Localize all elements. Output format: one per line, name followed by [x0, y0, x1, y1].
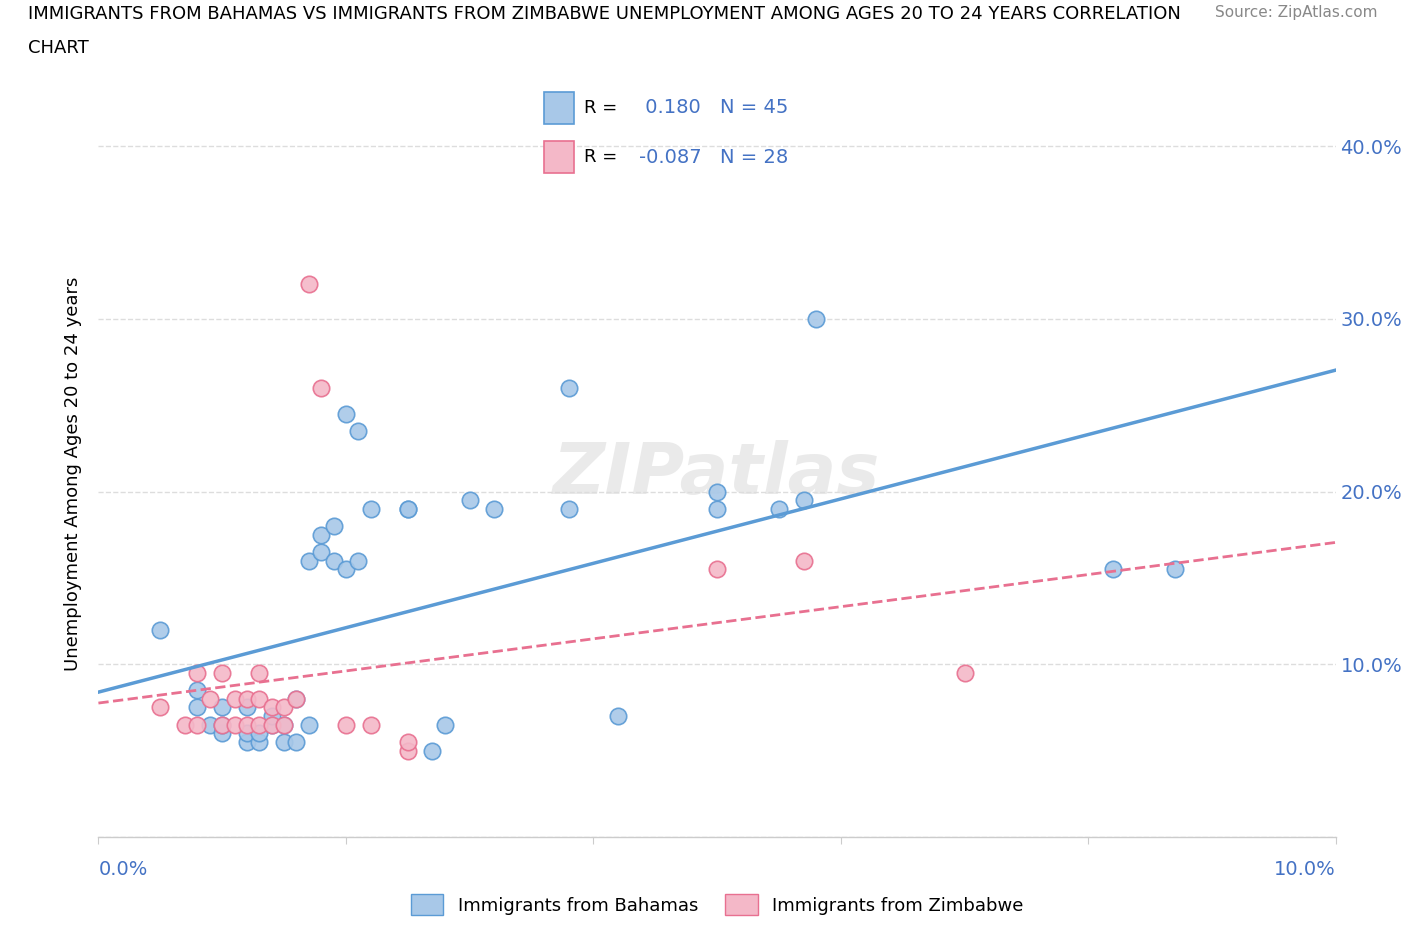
- Point: [298, 277, 321, 292]
- Y-axis label: Unemployment Among Ages 20 to 24 years: Unemployment Among Ages 20 to 24 years: [65, 277, 83, 671]
- Point: [211, 726, 233, 741]
- Point: [557, 501, 579, 516]
- Point: [186, 683, 208, 698]
- Point: [211, 717, 233, 732]
- Point: [433, 717, 456, 732]
- Point: [309, 545, 332, 560]
- Point: [273, 700, 295, 715]
- Point: [1164, 562, 1187, 577]
- Point: [260, 709, 283, 724]
- Point: [224, 717, 246, 732]
- Point: [260, 717, 283, 732]
- Point: [211, 666, 233, 681]
- Point: [236, 700, 259, 715]
- Text: ZIPatlas: ZIPatlas: [554, 440, 880, 509]
- Point: [557, 380, 579, 395]
- Point: [804, 312, 827, 326]
- Point: [607, 709, 630, 724]
- Bar: [544, 141, 575, 173]
- Point: [273, 717, 295, 732]
- Point: [298, 717, 321, 732]
- Point: [186, 700, 208, 715]
- Point: [273, 735, 295, 750]
- Point: [1102, 562, 1125, 577]
- Point: [360, 717, 382, 732]
- Point: [953, 666, 976, 681]
- Text: 10.0%: 10.0%: [1274, 860, 1336, 879]
- Point: [484, 501, 506, 516]
- Text: 0.180: 0.180: [640, 99, 702, 117]
- Point: [247, 691, 270, 706]
- Point: [309, 380, 332, 395]
- Bar: [544, 92, 575, 124]
- Text: N = 28: N = 28: [720, 148, 789, 166]
- Text: N = 45: N = 45: [720, 99, 789, 117]
- Point: [247, 726, 270, 741]
- Text: CHART: CHART: [28, 39, 89, 57]
- Point: [211, 700, 233, 715]
- Point: [793, 553, 815, 568]
- Point: [236, 735, 259, 750]
- Point: [247, 735, 270, 750]
- Point: [335, 562, 357, 577]
- Text: 0.0%: 0.0%: [98, 860, 148, 879]
- Point: [396, 501, 419, 516]
- Point: [360, 501, 382, 516]
- Point: [706, 501, 728, 516]
- Point: [322, 519, 344, 534]
- Point: [347, 424, 370, 439]
- Point: [186, 717, 208, 732]
- Point: [186, 666, 208, 681]
- Point: [260, 700, 283, 715]
- Point: [793, 493, 815, 508]
- Point: [706, 485, 728, 499]
- Point: [347, 553, 370, 568]
- Point: [422, 743, 444, 758]
- Point: [335, 717, 357, 732]
- Point: [298, 553, 321, 568]
- Point: [335, 406, 357, 421]
- Point: [458, 493, 481, 508]
- Point: [322, 553, 344, 568]
- Point: [396, 501, 419, 516]
- Text: Source: ZipAtlas.com: Source: ZipAtlas.com: [1215, 5, 1378, 20]
- Point: [236, 726, 259, 741]
- Point: [285, 691, 308, 706]
- Point: [396, 743, 419, 758]
- Point: [309, 527, 332, 542]
- Point: [285, 735, 308, 750]
- Point: [247, 666, 270, 681]
- Text: IMMIGRANTS FROM BAHAMAS VS IMMIGRANTS FROM ZIMBABWE UNEMPLOYMENT AMONG AGES 20 T: IMMIGRANTS FROM BAHAMAS VS IMMIGRANTS FR…: [28, 5, 1181, 22]
- Point: [174, 717, 197, 732]
- Point: [706, 562, 728, 577]
- Point: [224, 691, 246, 706]
- Point: [247, 717, 270, 732]
- Point: [285, 691, 308, 706]
- Legend: Immigrants from Bahamas, Immigrants from Zimbabwe: Immigrants from Bahamas, Immigrants from…: [404, 887, 1031, 923]
- Point: [768, 501, 790, 516]
- Point: [273, 717, 295, 732]
- Point: [198, 691, 221, 706]
- Point: [236, 691, 259, 706]
- Point: [149, 622, 172, 637]
- Point: [396, 735, 419, 750]
- Point: [236, 717, 259, 732]
- Point: [149, 700, 172, 715]
- Text: -0.087: -0.087: [640, 148, 702, 166]
- Text: R =: R =: [583, 148, 623, 166]
- Point: [211, 717, 233, 732]
- Point: [260, 717, 283, 732]
- Point: [198, 717, 221, 732]
- Text: R =: R =: [583, 99, 623, 117]
